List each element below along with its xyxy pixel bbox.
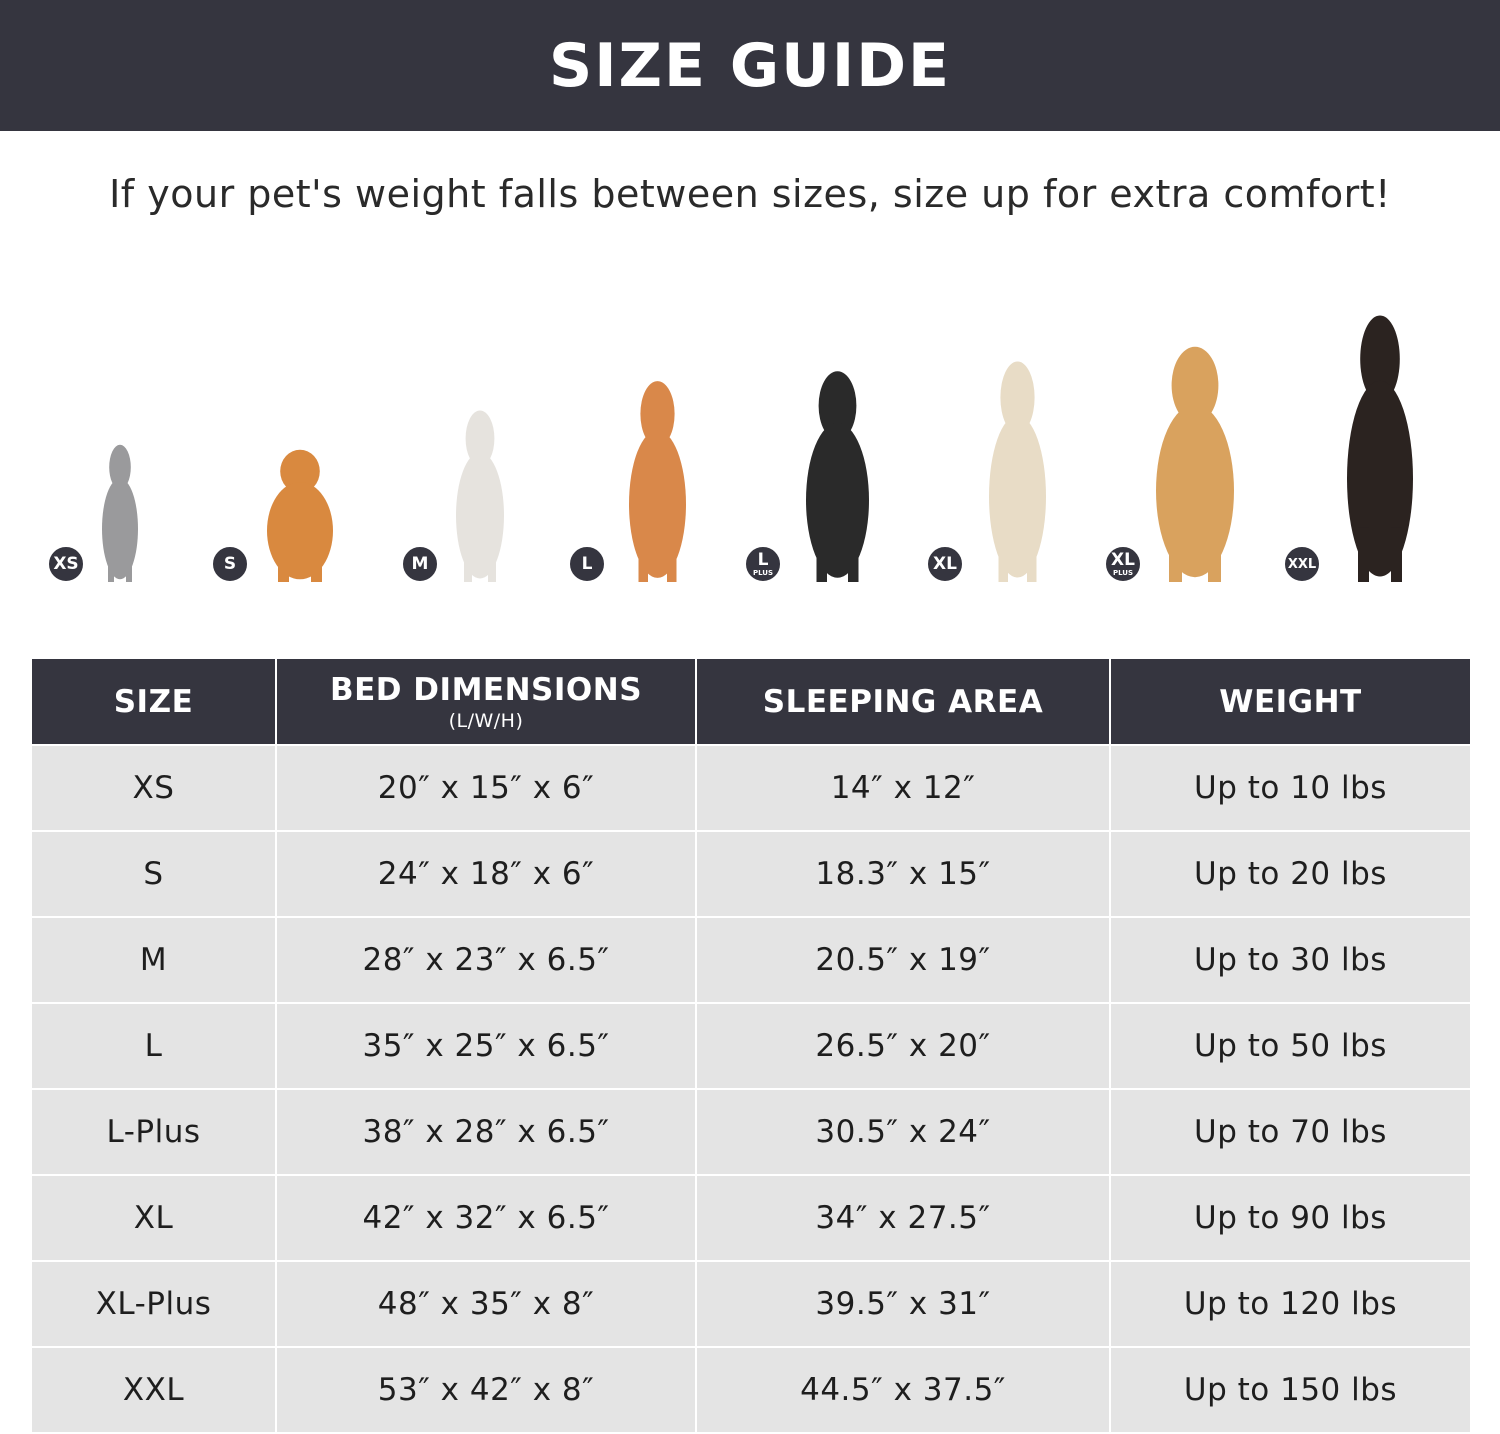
pet-image-border-collie bbox=[785, 367, 890, 582]
weight-cell: Up to 70 lbs bbox=[1109, 1088, 1472, 1176]
bed-dimensions-cell: 28″ x 23″ x 6.5″ bbox=[275, 916, 697, 1004]
size-cell: XL bbox=[30, 1174, 277, 1262]
size-cell: L bbox=[30, 1002, 277, 1090]
table-row: L-Plus 38″ x 28″ x 6.5″ 30.5″ x 24″ Up to 7… bbox=[30, 1088, 1472, 1176]
badge-label: XXL bbox=[1287, 556, 1317, 572]
table-row: XS 20″ x 15″ x 6″ 14″ x 12″ Up to 10 lbs bbox=[30, 744, 1472, 832]
bed-dimensions-cell: 42″ x 32″ x 6.5″ bbox=[275, 1174, 697, 1262]
subtitle: If your pet's weight falls between sizes… bbox=[109, 172, 1391, 216]
column-header-label: WEIGHT bbox=[1219, 683, 1362, 720]
page-title: SIZE GUIDE bbox=[548, 30, 951, 101]
weight-cell: Up to 150 lbs bbox=[1109, 1346, 1472, 1434]
bed-dimensions-cell: 35″ x 25″ x 6.5″ bbox=[275, 1002, 697, 1090]
sleeping-area-cell: 39.5″ x 31″ bbox=[695, 1260, 1111, 1348]
weight-cell: Up to 10 lbs bbox=[1109, 744, 1472, 832]
bed-dimensions-cell: 38″ x 28″ x 6.5″ bbox=[275, 1088, 697, 1176]
weight-cell: Up to 90 lbs bbox=[1109, 1174, 1472, 1262]
pet-image-cat bbox=[90, 442, 150, 582]
size-cell: XS bbox=[30, 744, 277, 832]
badge-sub-label: PLUS bbox=[1112, 568, 1134, 577]
badge-label: S bbox=[223, 553, 237, 574]
size-cell: XXL bbox=[30, 1346, 277, 1434]
weight-cell: Up to 120 lbs bbox=[1109, 1260, 1472, 1348]
column-header: SIZE bbox=[30, 659, 277, 745]
pet-image-labrador bbox=[970, 357, 1065, 582]
sleeping-area-cell: 14″ x 12″ bbox=[695, 744, 1111, 832]
column-header-label: SLEEPING AREA bbox=[762, 683, 1044, 720]
size-cell: L-Plus bbox=[30, 1088, 277, 1176]
column-header: BED DIMENSIONS (L/W/H) bbox=[275, 659, 697, 745]
table-row: XL-Plus 48″ x 35″ x 8″ 39.5″ x 31″ Up to 12… bbox=[30, 1260, 1472, 1348]
badge-label: L bbox=[581, 553, 593, 574]
sleeping-area-cell: 34″ x 27.5″ bbox=[695, 1174, 1111, 1262]
bed-dimensions-cell: 53″ x 42″ x 8″ bbox=[275, 1346, 697, 1434]
weight-cell: Up to 50 lbs bbox=[1109, 1002, 1472, 1090]
column-header-label: SIZE bbox=[113, 683, 194, 720]
column-header: WEIGHT bbox=[1109, 659, 1472, 745]
table-row: XXL 53″ x 42″ x 8″ 44.5″ x 37.5″ Up to 150 … bbox=[30, 1346, 1472, 1434]
column-header-label: BED DIMENSIONS bbox=[329, 671, 643, 708]
table-row: S 24″ x 18″ x 6″ 18.3″ x 15″ Up to 20 lbs bbox=[30, 830, 1472, 918]
size-table: SIZE BED DIMENSIONS (L/W/H) SLEEPING AREA WE… bbox=[30, 659, 1472, 1434]
badge-label: M bbox=[411, 553, 429, 574]
pet-image-pomeranian bbox=[245, 447, 355, 582]
table-header-row: SIZE BED DIMENSIONS (L/W/H) SLEEPING AREA WE… bbox=[30, 659, 1472, 745]
column-header: SLEEPING AREA bbox=[695, 659, 1111, 745]
column-header-sublabel: (L/W/H) bbox=[448, 709, 524, 732]
badge-label: XL bbox=[1111, 549, 1135, 570]
title-banner: SIZE GUIDE bbox=[0, 0, 1500, 131]
pet-image-doberman bbox=[1325, 310, 1435, 582]
size-badge: XL PLUS bbox=[1104, 545, 1142, 583]
badge-label: L bbox=[757, 549, 769, 570]
size-cell: XL-Plus bbox=[30, 1260, 277, 1348]
pet-image-french-bulldog bbox=[440, 407, 520, 582]
size-badge: M bbox=[401, 545, 439, 583]
sleeping-area-cell: 26.5″ x 20″ bbox=[695, 1002, 1111, 1090]
sleeping-area-cell: 20.5″ x 19″ bbox=[695, 916, 1111, 1004]
size-badge: XL bbox=[926, 545, 964, 583]
size-badge: XS bbox=[47, 545, 85, 583]
bed-dimensions-cell: 20″ x 15″ x 6″ bbox=[275, 744, 697, 832]
size-badge: XXL bbox=[1283, 545, 1321, 583]
table-row: L 35″ x 25″ x 6.5″ 26.5″ x 20″ Up to 50 lbs bbox=[30, 1002, 1472, 1090]
size-badge: S bbox=[211, 545, 249, 583]
bed-dimensions-cell: 48″ x 35″ x 8″ bbox=[275, 1260, 697, 1348]
sleeping-area-cell: 44.5″ x 37.5″ bbox=[695, 1346, 1111, 1434]
badge-sub-label: PLUS bbox=[752, 568, 774, 577]
size-badge: L bbox=[568, 545, 606, 583]
sleeping-area-cell: 18.3″ x 15″ bbox=[695, 830, 1111, 918]
size-badge: L PLUS bbox=[744, 545, 782, 583]
size-cell: M bbox=[30, 916, 277, 1004]
badge-label: XS bbox=[53, 553, 79, 574]
pet-image-golden-retriever bbox=[1130, 342, 1260, 582]
weight-cell: Up to 20 lbs bbox=[1109, 830, 1472, 918]
pet-image-shiba-inu bbox=[610, 377, 705, 582]
table-row: M 28″ x 23″ x 6.5″ 20.5″ x 19″ Up to 30 lbs bbox=[30, 916, 1472, 1004]
badge-label: XL bbox=[933, 553, 957, 574]
size-cell: S bbox=[30, 830, 277, 918]
table-row: XL 42″ x 32″ x 6.5″ 34″ x 27.5″ Up to 90 lb… bbox=[30, 1174, 1472, 1262]
bed-dimensions-cell: 24″ x 18″ x 6″ bbox=[275, 830, 697, 918]
weight-cell: Up to 30 lbs bbox=[1109, 916, 1472, 1004]
sleeping-area-cell: 30.5″ x 24″ bbox=[695, 1088, 1111, 1176]
